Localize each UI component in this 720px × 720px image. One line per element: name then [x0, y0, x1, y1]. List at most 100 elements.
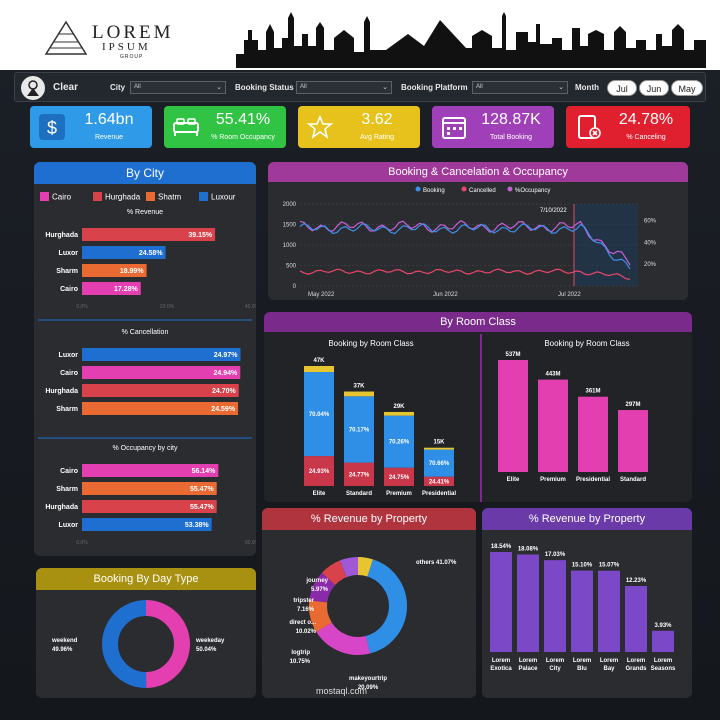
donut-slice	[309, 572, 336, 603]
chart-title: Booking by Room Class	[328, 339, 413, 348]
kpi-label: Total Booking	[489, 134, 533, 141]
bar	[82, 348, 241, 361]
legend-label: Cancelled	[469, 188, 496, 194]
bar-category-label: Standard	[346, 491, 372, 497]
legend-label: %Occupancy	[515, 188, 550, 194]
y2-tick-label: 20%	[644, 262, 657, 268]
bar-value-label: 17.03%	[545, 552, 566, 558]
bar	[82, 228, 216, 241]
kpi-value: 3.62	[361, 111, 393, 128]
legend-swatch	[40, 192, 49, 202]
bar	[538, 379, 568, 472]
room-class-title: By Room Class	[264, 312, 692, 332]
month-filter-label: Month	[575, 83, 599, 92]
bar-value-label: 15.10%	[572, 563, 593, 569]
bar-category-label: Sharm	[56, 406, 78, 413]
bar-value-label: 17.28%	[114, 286, 139, 293]
legend-item: Cairo	[40, 192, 71, 202]
bar-value-label: 24.70%	[212, 388, 237, 395]
bar	[544, 560, 566, 652]
slice-value-label: 20.09%	[358, 685, 379, 691]
watermark: mostaql.com	[316, 686, 368, 696]
axis-tick-label: 40.0%	[245, 304, 256, 310]
clear-label: Clear	[53, 82, 79, 93]
bar-category-label: Elite	[507, 477, 520, 483]
stacked-bar-segment	[304, 366, 334, 373]
by-city-panel: By City Cairo Hurghada Shatm Luxour % Reven…	[34, 162, 256, 556]
svg-text:$: $	[47, 118, 57, 138]
legend-dot	[507, 186, 513, 192]
bar-category-label: Lorem	[600, 658, 618, 664]
bar-category-label: Luxor	[59, 352, 79, 359]
status-filter-select[interactable]: All ⌄	[296, 81, 392, 94]
bar-category-label: Luxor	[59, 250, 79, 257]
legend-swatch	[93, 192, 102, 202]
booking-trend-panel: Booking & Cancelation & Occupancy Bookin…	[268, 162, 688, 300]
bar	[82, 500, 217, 513]
stacked-bar-segment	[344, 391, 374, 397]
bar-category-label: Lorem	[573, 658, 591, 664]
bar-total-label: 15K	[433, 440, 445, 446]
bar-value-label: 53.38%	[185, 522, 210, 529]
platform-filter-value: All	[476, 84, 483, 90]
stacked-bar-segment	[424, 447, 454, 450]
stacked-bar-segment	[424, 476, 454, 486]
bar-category-label: Cairo	[60, 370, 78, 377]
slice-value-label: 7.16%	[297, 607, 315, 613]
month-button-jun[interactable]: Jun	[639, 80, 669, 96]
segment-value-label: 24.77%	[349, 472, 370, 478]
donut-slice	[316, 622, 371, 655]
series-line	[299, 222, 631, 270]
bar	[578, 396, 608, 472]
chevron-down-icon: ⌄	[382, 84, 388, 91]
stacked-bar-segment	[424, 449, 454, 477]
legend-item: Hurghada	[93, 192, 141, 202]
stacked-bar-segment	[384, 411, 414, 416]
bar-total-label: 37K	[353, 384, 365, 390]
kpi-value: 128.87K	[481, 111, 541, 128]
by-city-legend: Cairo Hurghada Shatm Luxour	[40, 192, 252, 204]
month-button-may[interactable]: May	[671, 80, 703, 96]
clear-filters-button[interactable]	[21, 76, 45, 100]
bar-value-label: 297M	[625, 402, 640, 408]
chevron-down-icon: ⌄	[558, 84, 564, 91]
brand-line3: GROUP	[120, 54, 144, 60]
city-filter-select[interactable]: All ⌄	[130, 81, 226, 94]
donut-slice	[322, 560, 348, 586]
bar	[652, 630, 674, 652]
kpi-label: % Canceling	[626, 134, 666, 141]
segment-value-label: 24.75%	[389, 475, 410, 481]
slice-label: makeyourtrip	[349, 676, 387, 682]
bar-category-label: Lorem	[546, 658, 564, 664]
slice-value-label: 49.96%	[52, 647, 73, 653]
bar-value-label: 18.08%	[518, 546, 539, 552]
month-button-jul[interactable]: Jul	[607, 80, 637, 96]
kpi-value: 55.41%	[215, 111, 271, 128]
slice-value-label: 50.04%	[196, 647, 217, 653]
donut-slice	[340, 557, 359, 578]
legend-label: Hurghada	[105, 192, 141, 202]
y-tick-label: 1500	[283, 223, 297, 229]
x-tick-label: May 2022	[308, 292, 335, 298]
stacked-bar-segment	[344, 396, 374, 463]
bar-category-label: Bay	[603, 666, 615, 672]
platform-filter-select[interactable]: All ⌄	[472, 81, 568, 94]
day-type-donut-chart: weekend 49.96% weekeday 50.04%	[51, 600, 225, 688]
y2-tick-label: 40%	[644, 240, 657, 246]
annotation-label: 7/10/2022	[540, 208, 567, 214]
segment-value-label: 70.66%	[429, 461, 450, 467]
day-type-title: Booking By Day Type	[36, 568, 256, 590]
status-filter-label: Booking Status	[235, 83, 294, 92]
panel-divider	[480, 334, 482, 502]
bar-value-label: 3.93%	[654, 623, 672, 629]
dollar-icon: $	[39, 114, 65, 140]
city-filter-value: All	[134, 84, 141, 90]
bar-category-label: Sharm	[56, 486, 78, 493]
bar	[82, 464, 219, 477]
bar-value-label: 55.47%	[190, 504, 215, 511]
bar-category-label: Presidential	[576, 477, 610, 483]
bar-category-label: Presidential	[422, 491, 456, 497]
kpi-label: % Room Occupancy	[211, 134, 275, 141]
highlight-region	[574, 204, 638, 286]
bar	[571, 570, 593, 652]
